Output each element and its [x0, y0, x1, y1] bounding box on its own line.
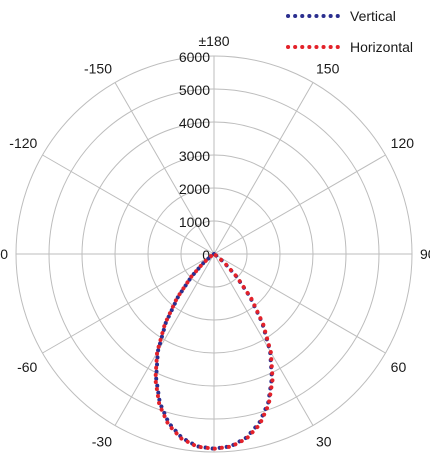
radial-tick-label: 4000	[179, 115, 210, 131]
angle-label: -150	[84, 60, 112, 76]
legend-item-vertical: Vertical	[286, 8, 396, 24]
grid-spoke-30	[213, 253, 314, 426]
polar-grid	[15, 55, 413, 453]
grid-spoke-150	[213, 82, 314, 255]
radial-tick-label: 5000	[179, 82, 210, 98]
angle-label: -90	[0, 246, 8, 262]
legend-label-horizontal: Horizontal	[350, 39, 413, 55]
angle-label: -120	[9, 135, 37, 151]
legend: Vertical Horizontal	[286, 8, 413, 55]
angle-labels: ±180 150 120 90 60 30 0 -30 -60 -90 -120 -150	[0, 33, 430, 450]
grid-spoke-neg30	[114, 253, 215, 426]
grid-spoke-neg150	[114, 82, 215, 255]
angle-label: 60	[391, 359, 407, 375]
angle-label: -60	[17, 359, 37, 375]
angle-label: 90	[420, 246, 430, 262]
grid-spoke-120	[213, 154, 386, 255]
grid-spoke-neg120	[42, 154, 215, 255]
angle-label: ±180	[198, 33, 229, 49]
legend-item-horizontal: Horizontal	[286, 39, 413, 55]
angle-label: 30	[316, 434, 332, 450]
radial-tick-labels: 0 1000 2000 3000 4000 5000 6000	[179, 49, 210, 263]
radial-tick-label: 0	[202, 247, 210, 263]
radial-tick-label: 3000	[179, 148, 210, 164]
grid-spoke-neg60	[42, 253, 215, 354]
radial-tick-label: 6000	[179, 49, 210, 65]
angle-label: 150	[316, 60, 340, 76]
series-layer	[153, 251, 275, 451]
grid-spoke-60	[213, 253, 386, 354]
series-line-horizontal	[153, 251, 275, 451]
angle-label: -30	[92, 434, 112, 450]
radial-tick-label: 1000	[179, 214, 210, 230]
angle-label: 120	[391, 135, 415, 151]
legend-label-vertical: Vertical	[350, 8, 396, 24]
radial-tick-label: 2000	[179, 181, 210, 197]
